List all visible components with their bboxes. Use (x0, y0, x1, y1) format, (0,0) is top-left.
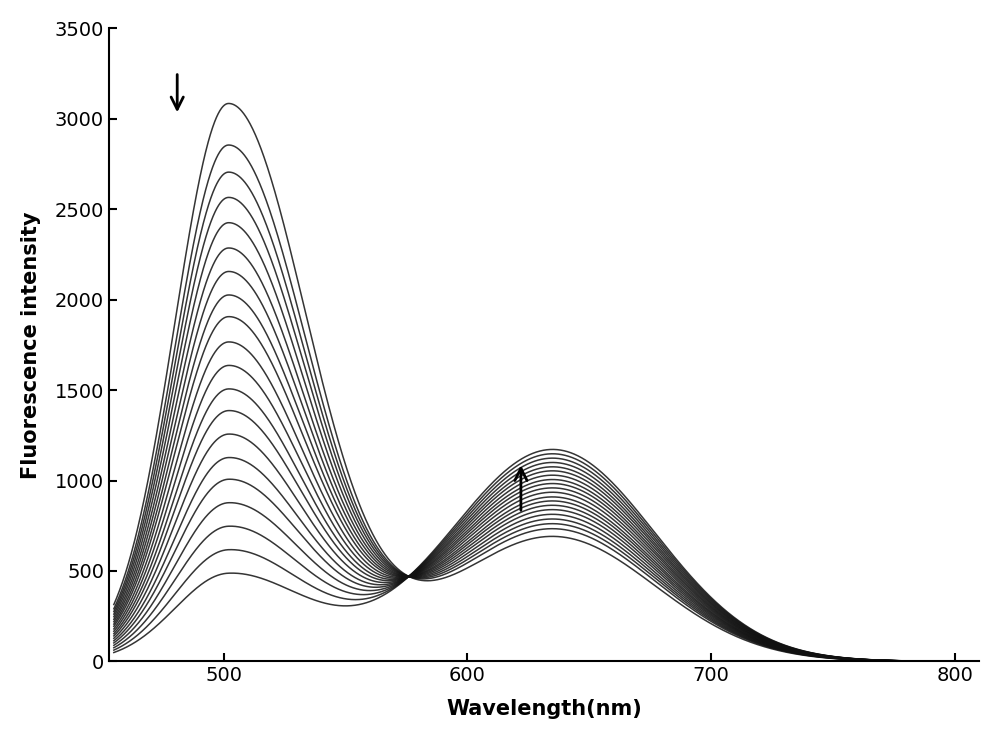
X-axis label: Wavelength(nm): Wavelength(nm) (446, 699, 642, 719)
Y-axis label: Fluorescence intensity: Fluorescence intensity (21, 211, 41, 479)
